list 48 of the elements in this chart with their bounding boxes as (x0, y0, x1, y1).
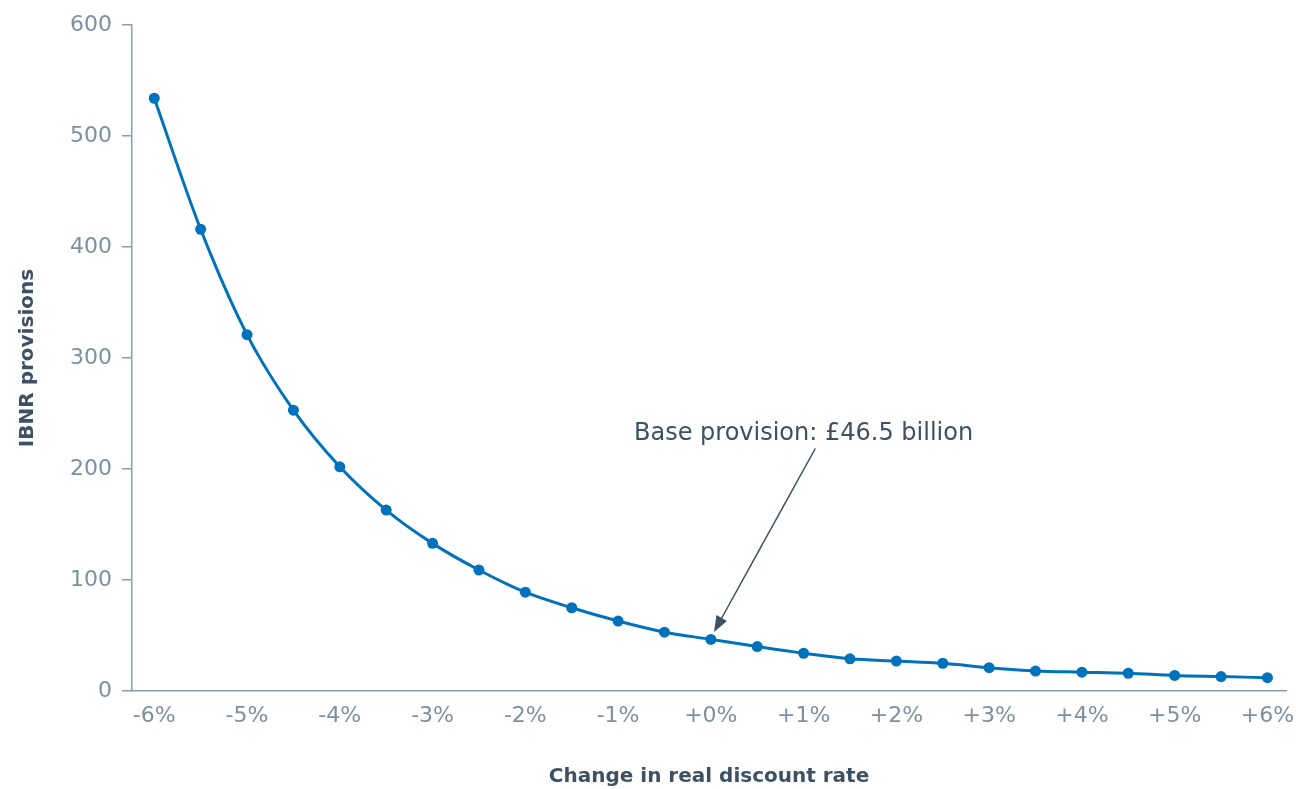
point (1169, 669, 1181, 681)
x-axis-title: Change in real discount rate (548, 763, 870, 788)
point (473, 564, 485, 576)
point (1215, 671, 1227, 683)
point (658, 626, 670, 638)
point (241, 329, 253, 341)
point (612, 615, 624, 627)
y-axis-title: IBNR provisions (14, 268, 39, 448)
point (937, 657, 949, 669)
x-tick-label: -6% (132, 701, 176, 727)
y-tick-label: 0 (98, 676, 112, 702)
point (1076, 666, 1088, 678)
y-tick-label: 500 (70, 121, 112, 147)
point (380, 504, 392, 516)
point (195, 223, 207, 235)
point (287, 404, 299, 416)
annotation: Base provision: £46.5 billion (634, 418, 974, 447)
x-tick-label: +4% (1055, 701, 1109, 727)
point (519, 586, 531, 598)
y-tick-label: 100 (70, 565, 112, 591)
y-tick-label: 400 (70, 232, 112, 258)
x-tick-label: +6% (1240, 701, 1295, 727)
x-tick-label: +2% (869, 701, 924, 727)
point (798, 647, 810, 659)
point (751, 641, 763, 653)
point (1261, 672, 1273, 684)
x-tick-label: +0% (684, 701, 738, 727)
point (983, 662, 995, 674)
point (844, 653, 856, 665)
x-tick-label: +5% (1148, 701, 1202, 727)
x-tick-label: -2% (503, 701, 547, 727)
point (1122, 667, 1134, 679)
x-tick-label: -5% (225, 701, 269, 727)
x-tick-label: +1% (776, 701, 831, 727)
point (148, 92, 160, 104)
x-tick-label: -4% (318, 701, 362, 727)
point (705, 633, 717, 645)
x-tick-label: -3% (411, 701, 454, 727)
point (1030, 665, 1042, 677)
x-tick-label: +3% (962, 701, 1016, 727)
x-tick-label: -1% (596, 701, 640, 727)
y-tick-label: 200 (70, 454, 112, 480)
point (566, 602, 578, 614)
y-tick-label: 600 (70, 10, 112, 36)
point (334, 461, 346, 473)
point (890, 655, 902, 667)
point (427, 537, 439, 549)
y-tick-label: 300 (70, 343, 112, 369)
